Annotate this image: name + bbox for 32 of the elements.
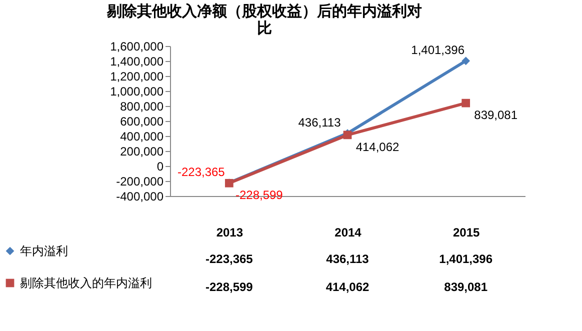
y-tick-label: 400,000 — [120, 130, 164, 144]
y-tick-label: -400,000 — [116, 190, 164, 204]
y-tick-label: 0 — [156, 160, 164, 174]
data-label: 414,062 — [326, 280, 370, 294]
x-tick-label: 2013 — [216, 226, 244, 240]
legend-label: 剔除其他收入的年内溢利 — [20, 276, 152, 290]
data-label: -223,365 — [205, 252, 254, 266]
data-label: -228,599 — [205, 280, 254, 294]
data-label: 839,081 — [444, 280, 488, 294]
y-tick-label: 1,400,000 — [110, 54, 164, 68]
data-label: 1,401,396 — [439, 252, 493, 266]
y-tick-label: 1,200,000 — [110, 70, 164, 84]
legend-label: 年内溢利 — [20, 244, 68, 258]
x-tick-label: 2014 — [334, 226, 362, 240]
text: -228,599 — [235, 188, 283, 202]
y-tick-label: 1,600,000 — [110, 40, 164, 54]
data-label: 436,113 — [326, 252, 370, 266]
y-tick-label: 200,000 — [120, 144, 164, 158]
text: 414,062 — [356, 140, 400, 154]
text: -223,365 — [177, 164, 225, 179]
text: 比 — [257, 20, 272, 37]
point — [462, 56, 470, 66]
y-tick-label: 1,000,000 — [110, 84, 164, 98]
x-tick-label: 2015 — [452, 226, 480, 240]
text: 436,113 — [298, 115, 341, 130]
text: 1,401,396 — [411, 42, 465, 57]
text: 剔除其他收入净额（股权收益）后的年内溢利对 — [107, 3, 422, 20]
point — [462, 98, 470, 108]
y-tick-label: 800,000 — [120, 100, 164, 114]
y-tick-label: -200,000 — [116, 174, 164, 188]
text: 839,081 — [474, 108, 518, 122]
y-tick-label: 600,000 — [120, 114, 164, 128]
